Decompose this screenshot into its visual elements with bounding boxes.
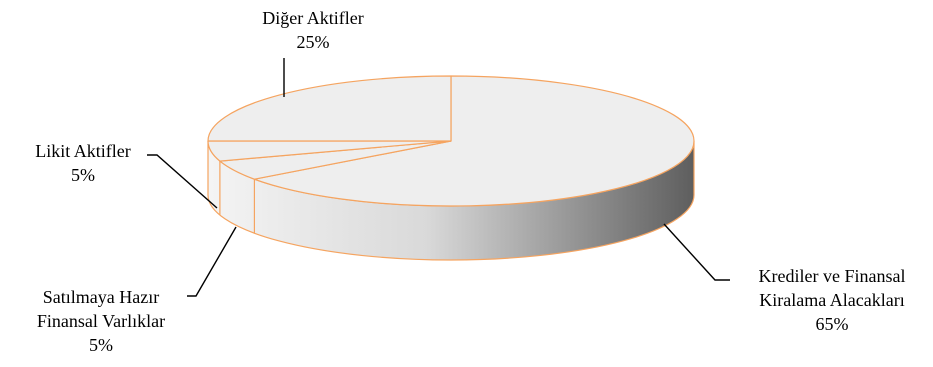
slice-percent-2: 5% (71, 165, 95, 185)
slice-name-3: Diğer Aktifler (262, 8, 363, 28)
leader-line-0 (663, 223, 730, 281)
slice-name-1: Satılmaya Hazır (43, 287, 159, 307)
slice-label-0: Krediler ve Finansal Kiralama Alacakları 6… (759, 266, 906, 334)
pie-slice-3 (207, 75, 452, 142)
slice-name-1: Finansal Varlıklar (37, 311, 165, 331)
slice-name-0: Krediler ve Finansal (759, 266, 906, 286)
slice-label-3: Diğer Aktifler 25% (262, 8, 363, 52)
pie-slice-0 (253, 75, 695, 207)
slice-percent-0: 65% (816, 314, 849, 334)
slice-label-2: Likit Aktifler 5% (35, 141, 130, 185)
slice-label-1: Satılmaya Hazır Finansal Varlıklar 5% (37, 287, 165, 355)
slice-name-2: Likit Aktifler (35, 141, 130, 161)
leader-line-2 (147, 154, 218, 209)
slice-percent-1: 5% (89, 335, 113, 355)
slice-percent-3: 25% (297, 32, 330, 52)
slice-name-0: Kiralama Alacakları (759, 290, 904, 310)
leader-line-1 (187, 226, 237, 297)
